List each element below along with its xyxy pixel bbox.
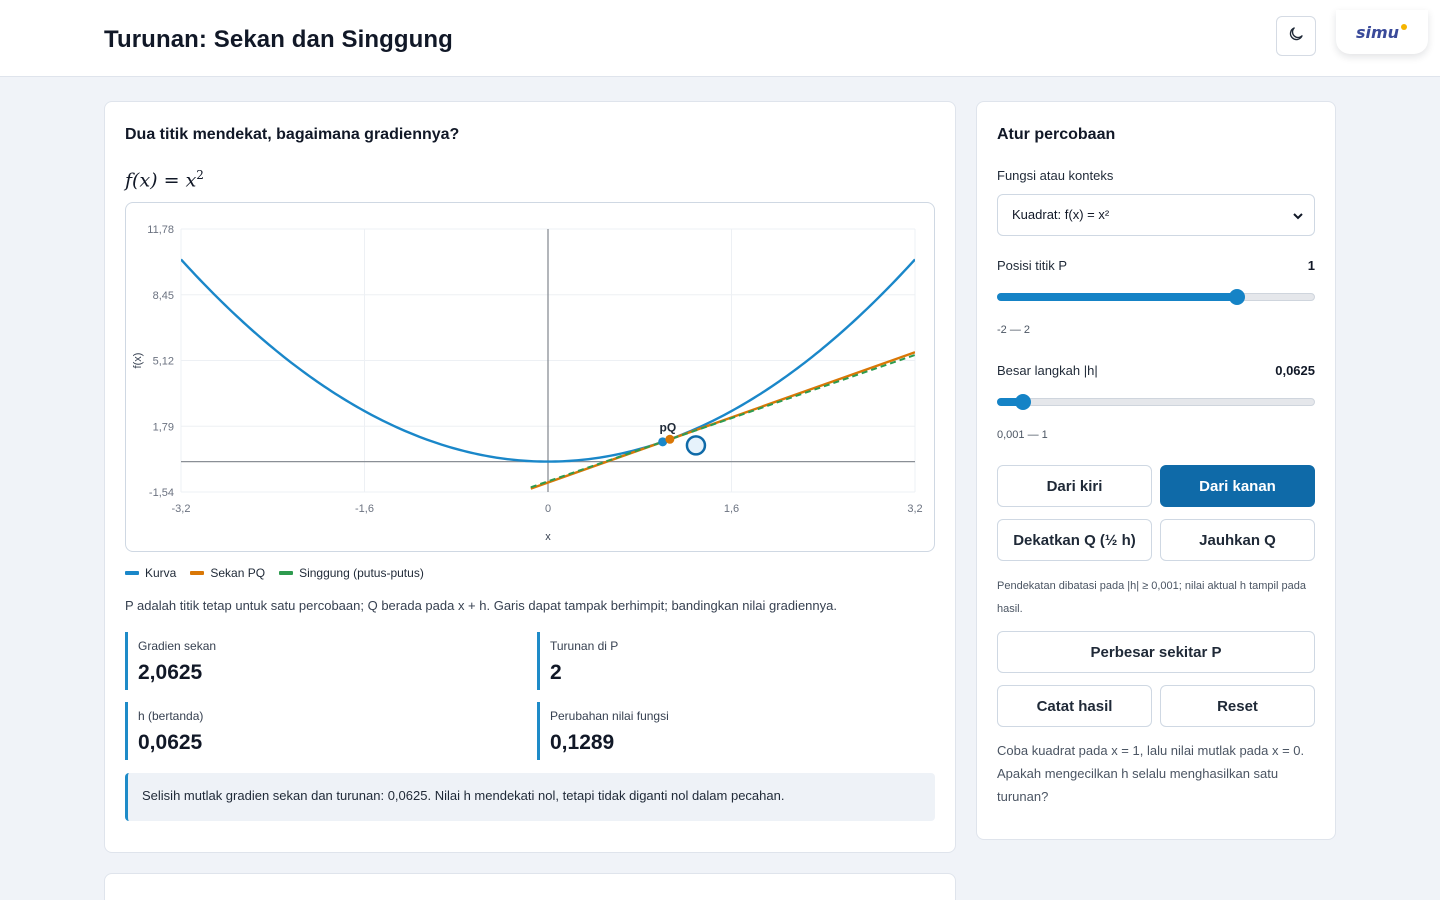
theme-toggle-button[interactable] [1276,16,1316,56]
experiment-hint: Coba kuadrat pada x = 1, lalu nilai mutl… [997,743,1305,804]
legend-label-secant: Sekan PQ [210,566,266,580]
x-axis-label: x [545,531,551,543]
formula-base: f(x) = x [125,169,197,192]
stat-value: 0,0625 [138,731,203,754]
function-select-label: Fungsi atau konteks [997,168,1114,183]
x-tick-label: 0 [545,503,551,515]
move-q-closer-button[interactable]: Dekatkan Q (½ h) [997,519,1152,561]
function-select-value: Kuadrat: f(x) = x² [1012,207,1110,222]
point-p-marker [658,437,668,447]
from-right-button[interactable]: Dari kanan [1160,465,1315,507]
x-tick-label: -3,2 [172,503,191,515]
h-range-text: 0,001 — 1 [997,429,1048,441]
reset-button[interactable]: Reset [1160,685,1315,727]
x-tick-label: 3,2 [907,503,922,515]
record-result-button[interactable]: Catat hasil [997,685,1152,727]
simulation-card: Dua titik mendekat, bagaimana gradiennya… [104,101,956,853]
stat-label: Turunan di P [550,639,619,653]
zoom-around-p-button[interactable]: Perbesar sekitar P [997,631,1315,673]
point-q-marker [665,434,675,444]
stat-value: 0,1289 [550,731,615,754]
stat-value: 2,0625 [138,661,203,684]
chevron-down-icon [1292,210,1304,225]
from-left-button[interactable]: Dari kiri [997,465,1152,507]
logo-text: simu [1355,22,1400,42]
y-axis-label: f(x) [132,353,144,369]
y-tick-label: 8,45 [153,290,174,302]
legend-label-tangent: Singgung (putus-putus) [299,566,424,580]
stat-secant-gradient: Gradien sekan 2,0625 [125,632,515,690]
p-slider-fill [997,293,1236,301]
drag-handle-cursor [685,435,707,456]
curve-line [181,258,915,463]
controls-panel: Atur percobaan Fungsi atau konteks Kuadr… [976,101,1336,840]
logo[interactable]: simu [1336,10,1428,54]
legend-item-secant: Sekan PQ [190,566,265,580]
x-tick-label: -1,6 [355,503,374,515]
limit-note: Pendekatan dibatasi pada |h| ≥ 0,001; ni… [997,580,1306,615]
simulation-heading: Dua titik mendekat, bagaimana gradiennya… [125,126,460,143]
top-bar: Turunan: Sekan dan Singgung simu [0,0,1440,77]
stat-derivative: Turunan di P 2 [537,632,927,690]
graph-panel[interactable]: -3,2 -1,6 0 1,6 3,2 11,78 8,45 5,12 1,79 -1,54 x f(… [125,202,935,552]
next-section-card [104,873,956,900]
h-step-value: 0,0625 [1275,363,1315,378]
p-position-label: Posisi titik P [997,258,1068,273]
stat-function-change: Perubahan nilai fungsi 0,1289 [537,702,927,760]
stat-value: 2 [550,661,562,684]
legend-label-curve: Kurva [145,566,177,580]
function-formula: f(x) = x2 [125,168,204,191]
h-step-slider[interactable] [997,394,1315,410]
stat-label: h (bertanda) [138,709,204,723]
y-tick-label: 11,78 [147,224,174,236]
explanation-text: P adalah titik tetap untuk satu percobaa… [125,598,837,613]
x-tick-label: 1,6 [724,503,739,515]
legend-swatch-tangent [279,571,294,575]
stat-signed-h: h (bertanda) 0,0625 [125,702,515,760]
legend-swatch-curve [125,571,139,575]
p-position-value: 1 [1307,258,1315,273]
p-position-slider[interactable] [997,289,1315,305]
moon-icon [1287,25,1305,48]
legend-item-tangent: Singgung (putus-putus) [279,566,424,580]
y-tick-label: 1,79 [153,421,174,433]
y-tick-label: 5,12 [153,356,174,368]
stat-label: Perubahan nilai fungsi [550,709,669,723]
stat-label: Gradien sekan [138,639,217,653]
graph-legend: Kurva Sekan PQ Singgung (putus-putus) [125,566,424,580]
move-q-farther-button[interactable]: Jauhkan Q [1160,519,1315,561]
point-pq-label: pQ [660,420,677,434]
h-slider-fill [997,398,1023,406]
p-range-text: -2 — 2 [997,324,1031,336]
h-step-label: Besar langkah |h| [997,363,1098,378]
legend-item-curve: Kurva [125,566,176,580]
y-tick-label: -1,54 [149,487,174,499]
controls-heading: Atur percobaan [997,126,1116,143]
p-slider-thumb[interactable] [1228,289,1245,305]
formula-exponent: 2 [196,168,204,182]
page-title: Turunan: Sekan dan Singgung [104,26,453,53]
function-select[interactable]: Kuadrat: f(x) = x² [997,194,1315,236]
difference-note: Selisih mutlak gradien sekan dan turunan… [125,773,935,821]
graph-svg[interactable]: -3,2 -1,6 0 1,6 3,2 11,78 8,45 5,12 1,79 -1,54 x f(… [126,203,935,552]
h-slider-thumb[interactable] [1015,394,1032,410]
legend-swatch-secant [190,571,205,575]
tangent-line [530,354,915,489]
logo-star-icon [1401,24,1408,30]
